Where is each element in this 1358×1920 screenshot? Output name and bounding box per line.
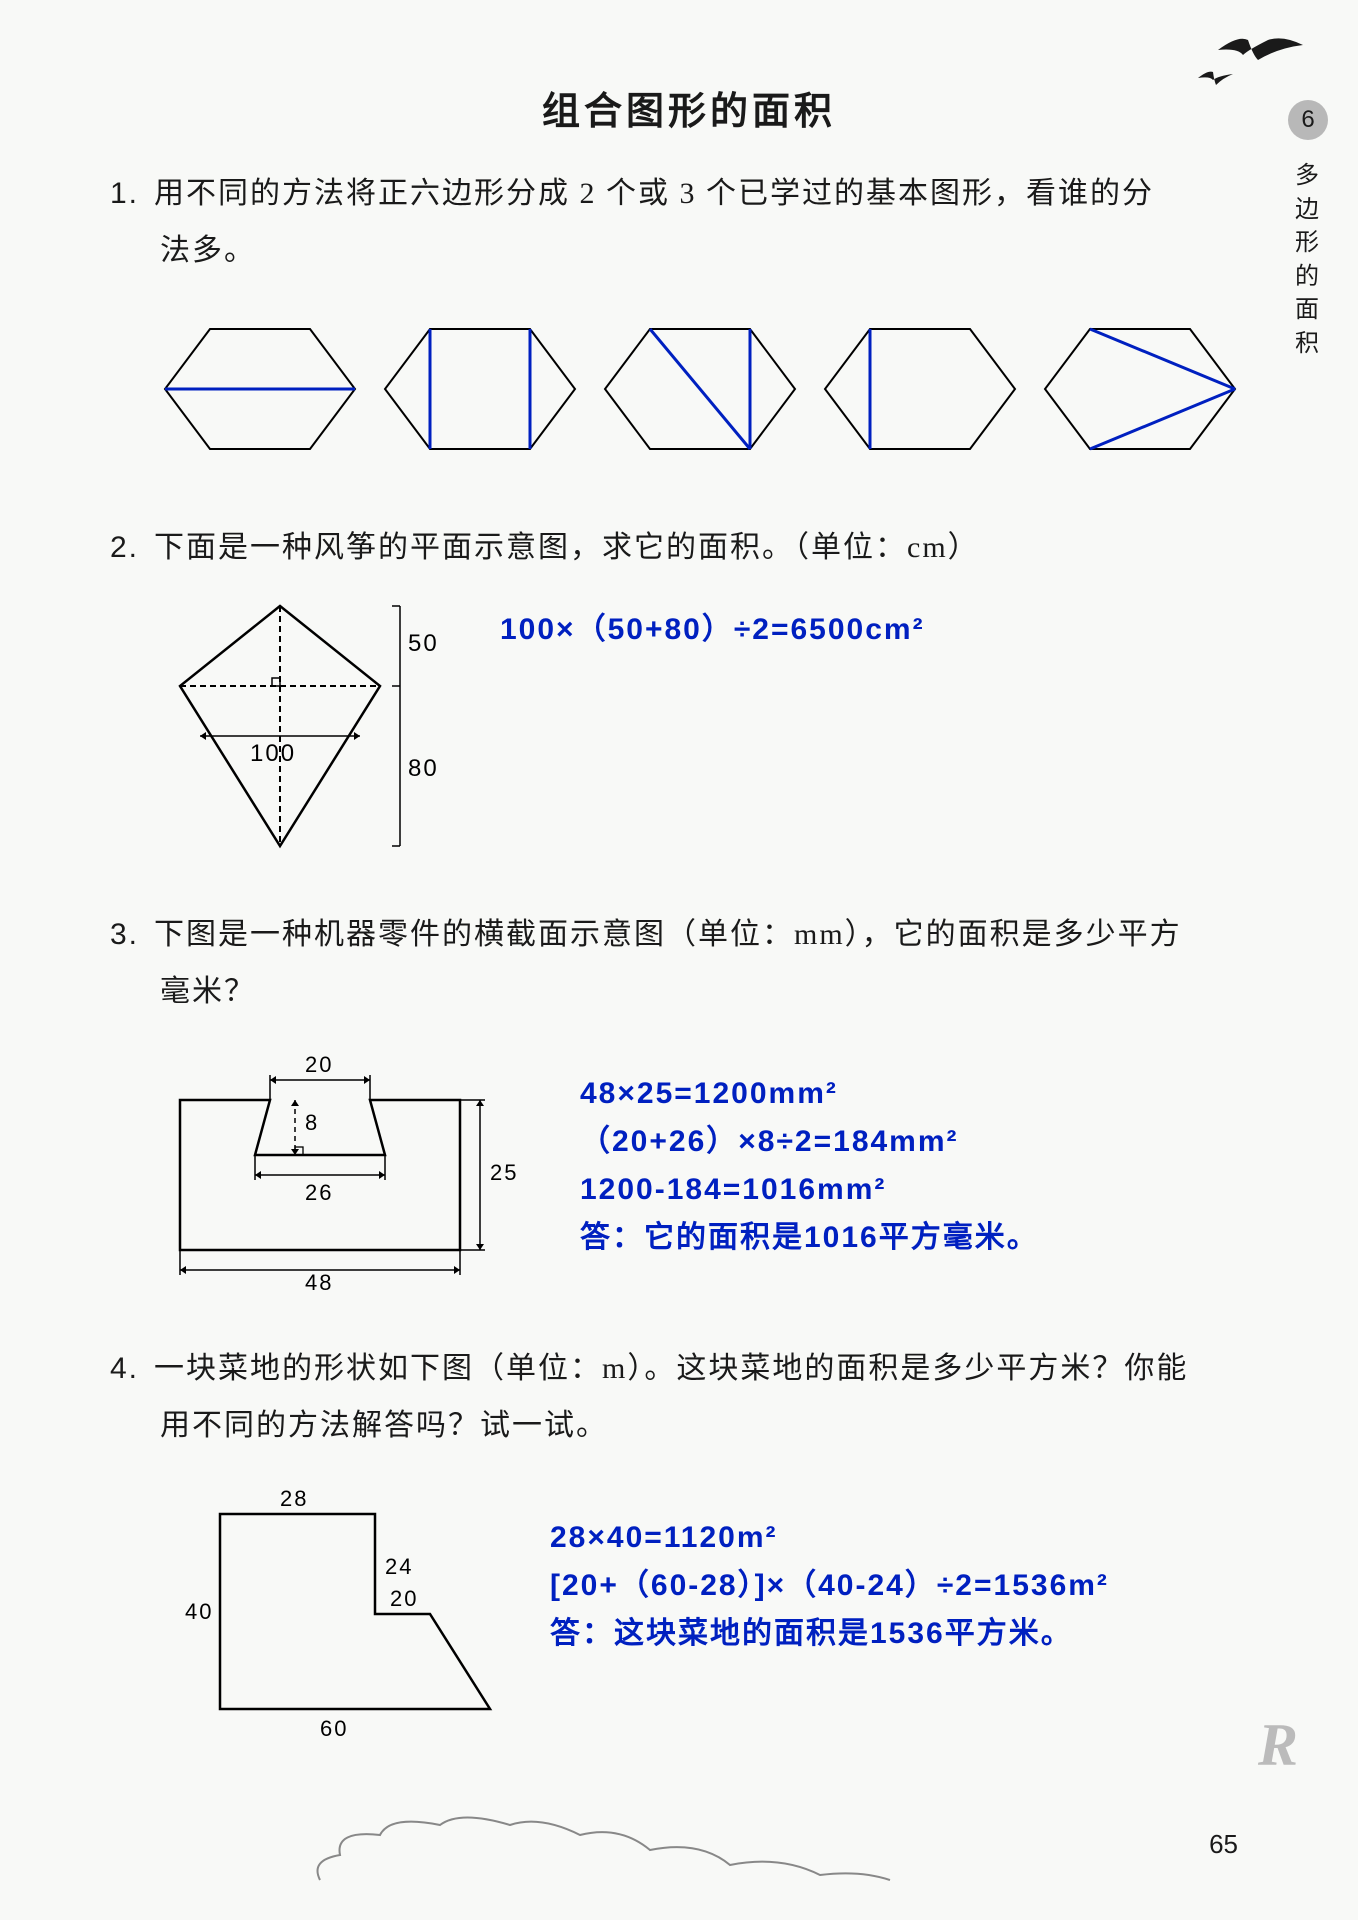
page-content: 组合图形的面积 6 多边形的面积 1.用不同的方法将正六边形分成 2 个或 3 … — [0, 0, 1358, 1920]
problem-3: 3.下图是一种机器零件的横截面示意图（单位：mm），它的面积是多少平方 毫米？ … — [110, 906, 1268, 1290]
problem-number: 3. — [110, 906, 154, 963]
label-top: 28 — [280, 1486, 308, 1511]
label-bottom: 60 — [320, 1716, 348, 1741]
figure-wrap: 20 8 26 25 — [160, 1040, 1268, 1290]
problem-text: 法多。 — [110, 222, 1268, 279]
bird-icon — [1188, 30, 1308, 100]
kite-figure: 100 50 80 — [160, 596, 460, 856]
label-step-h: 24 — [385, 1554, 413, 1579]
page-title: 组合图形的面积 — [110, 80, 1268, 135]
hexagon-1 — [160, 309, 360, 469]
label-h1: 50 — [408, 630, 439, 657]
label-notch-h: 8 — [305, 1110, 319, 1135]
figure-wrap: 28 24 20 40 60 28×40=1120m² [20+（60-28）]… — [160, 1474, 1268, 1754]
problem-text: 用不同的方法解答吗？试一试。 — [110, 1397, 1268, 1454]
label-left: 40 — [185, 1599, 213, 1624]
problem-number: 1. — [110, 165, 154, 222]
page-number: 65 — [1209, 1829, 1238, 1860]
label-h: 25 — [490, 1160, 518, 1185]
problem-text: 用不同的方法将正六边形分成 2 个或 3 个已学过的基本图形，看谁的分 — [154, 177, 1154, 210]
problem-4: 4.一块菜地的形状如下图（单位：m）。这块菜地的面积是多少平方米？你能 用不同的… — [110, 1340, 1268, 1754]
part-figure: 20 8 26 25 — [160, 1040, 540, 1290]
hexagon-3 — [600, 309, 800, 469]
chapter-badge: 6 — [1288, 100, 1328, 140]
hexagon-4 — [820, 309, 1020, 469]
label-width: 100 — [250, 740, 296, 767]
answer-2: 100×（50+80）÷2=6500cm² — [500, 606, 925, 654]
problem-text: 毫米？ — [110, 963, 1268, 1020]
hexagon-2 — [380, 309, 580, 469]
problem-text: 一块菜地的形状如下图（单位：m）。这块菜地的面积是多少平方米？你能 — [154, 1352, 1188, 1385]
cloud-icon — [300, 1810, 900, 1890]
answer-line: 28×40=1120m² — [550, 1514, 1109, 1562]
label-step-w: 20 — [390, 1586, 418, 1611]
label-h2: 80 — [408, 755, 439, 782]
answer-line: （20+26）×8÷2=184mm² — [580, 1118, 1039, 1166]
side-label: 多边形的面积 — [1295, 160, 1323, 362]
label-top: 20 — [305, 1052, 333, 1077]
answer-line: 答：这块菜地的面积是1536平方米。 — [550, 1610, 1109, 1658]
land-figure: 28 24 20 40 60 — [160, 1474, 510, 1754]
problem-text: 下图是一种机器零件的横截面示意图（单位：mm），它的面积是多少平方 — [154, 918, 1182, 951]
answer-line: [20+（60-28）]×（40-24）÷2=1536m² — [550, 1562, 1109, 1610]
hexagon-row — [160, 309, 1240, 469]
label-notch-w: 26 — [305, 1180, 333, 1205]
hexagon-5 — [1040, 309, 1240, 469]
answer-line: 1200-184=1016mm² — [580, 1166, 1039, 1214]
problem-number: 2. — [110, 519, 154, 576]
problem-1: 1.用不同的方法将正六边形分成 2 个或 3 个已学过的基本图形，看谁的分 法多… — [110, 165, 1268, 469]
figure-wrap: 100 50 80 100×（50+80）÷2=6500cm² — [160, 596, 1268, 856]
problem-2: 2.下面是一种风筝的平面示意图，求它的面积。（单位：cm） 100 50 80 — [110, 519, 1268, 856]
problem-text: 下面是一种风筝的平面示意图，求它的面积。（单位：cm） — [154, 531, 980, 564]
answer-4: 28×40=1120m² [20+（60-28）]×（40-24）÷2=1536… — [550, 1514, 1109, 1658]
label-w: 48 — [305, 1270, 333, 1290]
answer-3: 48×25=1200mm² （20+26）×8÷2=184mm² 1200-18… — [580, 1070, 1039, 1262]
answer-line: 48×25=1200mm² — [580, 1070, 1039, 1118]
problem-number: 4. — [110, 1340, 154, 1397]
logo: R — [1258, 1711, 1298, 1780]
answer-line: 答：它的面积是1016平方毫米。 — [580, 1214, 1039, 1262]
